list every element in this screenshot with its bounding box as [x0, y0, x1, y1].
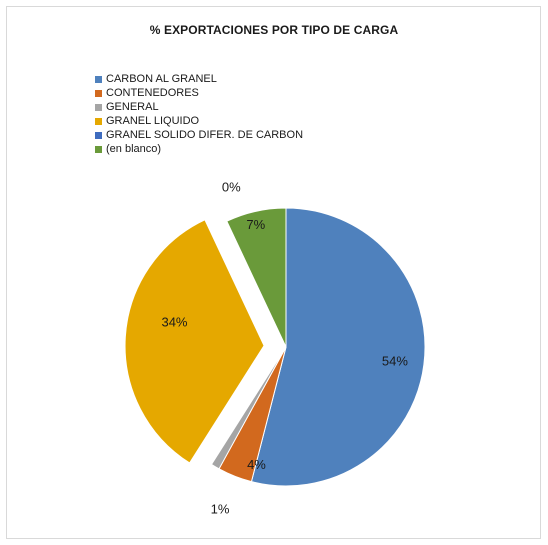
legend-swatch [95, 145, 102, 153]
legend-item-general: GENERAL [95, 100, 303, 114]
data-label-2: 1% [211, 502, 230, 517]
legend-swatch [95, 89, 102, 97]
legend-item-carbon-al-granel: CARBON AL GRANEL [95, 72, 303, 86]
legend-swatch [95, 103, 102, 111]
legend-label: GRANEL SOLIDO DIFER. DE CARBON [106, 129, 304, 141]
data-label-4: 0% [222, 180, 241, 195]
legend-label: (en blanco) [106, 143, 162, 155]
legend-item-granel-liquido: GRANEL LIQUIDO [95, 114, 303, 128]
legend-item-en-blanco: (en blanco) [95, 142, 303, 156]
legend-label: CONTENEDORES [106, 87, 199, 99]
legend-label: CARBON AL GRANEL [106, 73, 217, 85]
legend-label: GRANEL LIQUIDO [106, 115, 200, 127]
data-label-1: 4% [247, 457, 266, 472]
legend-swatch [95, 131, 102, 139]
data-label-0: 54% [382, 354, 408, 369]
data-label-3: 34% [161, 315, 187, 330]
legend-label: GENERAL [106, 101, 159, 113]
legend-swatch [95, 75, 102, 83]
legend-item-contenedores: CONTENEDORES [95, 86, 303, 100]
chart-legend: CARBON AL GRANEL CONTENEDORES GENERAL GR… [95, 72, 303, 156]
pie-slice-0 [250, 207, 426, 487]
pie-slice-2 [210, 346, 287, 470]
pie-slice-5 [226, 207, 287, 348]
data-label-5: 7% [246, 217, 265, 232]
chart-title: % EXPORTACIONES POR TIPO DE CARGA [149, 23, 399, 37]
pie-slice-3 [124, 219, 265, 464]
legend-swatch [95, 117, 102, 125]
legend-item-granel-solido: GRANEL SOLIDO DIFER. DE CARBON [95, 128, 303, 142]
